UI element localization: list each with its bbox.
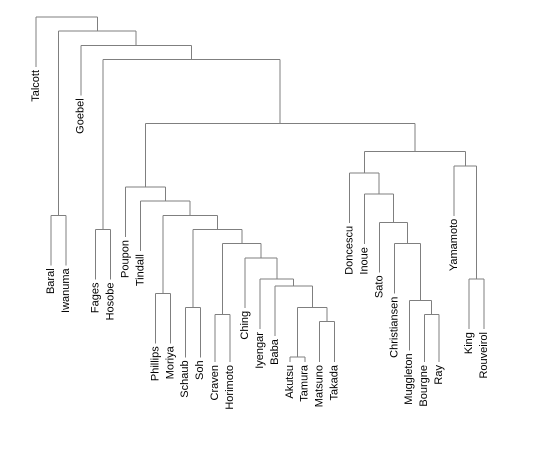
- leaf-label: Tamura: [299, 364, 311, 402]
- leaf-label: Ching: [239, 311, 251, 340]
- leaf-label: Hosobe: [105, 283, 117, 321]
- leaf-labels: Talcott Baral Iwanuma Goebel Fages HosobePoup…: [30, 70, 490, 410]
- leaf-label: Soh: [194, 360, 206, 380]
- leaf-label: Takada: [329, 364, 341, 400]
- leaf-label: Rouveirol: [478, 332, 490, 378]
- leaf-label: Christiansen: [388, 297, 400, 358]
- leaf-label: Sato: [373, 275, 385, 298]
- leaf-label: Phillips: [149, 346, 161, 381]
- leaf-label: Iwanuma: [60, 267, 72, 313]
- leaf-label: Tindall: [134, 254, 146, 286]
- leaf-label: Horimoto: [224, 365, 236, 410]
- leaf-label: Goebel: [75, 98, 87, 133]
- leaf-label: Talcott: [30, 70, 42, 102]
- leaf-label: Moriya: [164, 345, 176, 379]
- leaf-label: Fages: [90, 282, 102, 313]
- leaf-label: Bourgne: [418, 365, 430, 407]
- leaf-label: Yamamoto: [448, 219, 460, 271]
- dendrogram-links: [35, 16, 485, 362]
- leaf-label: King: [463, 332, 475, 354]
- leaf-label: Baba: [269, 338, 281, 365]
- leaf-label: Ray: [433, 365, 445, 385]
- leaf-label: Matsuno: [314, 365, 326, 407]
- leaf-label: Baral: [45, 268, 57, 294]
- leaf-label: Doncescu: [344, 226, 356, 275]
- leaf-label: Inoue: [358, 247, 370, 275]
- leaf-label: Akutsu: [284, 365, 296, 399]
- leaf-label: Iyengar: [254, 332, 266, 369]
- leaf-label: Schaub: [179, 360, 191, 397]
- leaf-label: Poupon: [120, 240, 132, 278]
- leaf-label: Muggleton: [403, 353, 415, 404]
- leaf-label: Craven: [209, 365, 221, 400]
